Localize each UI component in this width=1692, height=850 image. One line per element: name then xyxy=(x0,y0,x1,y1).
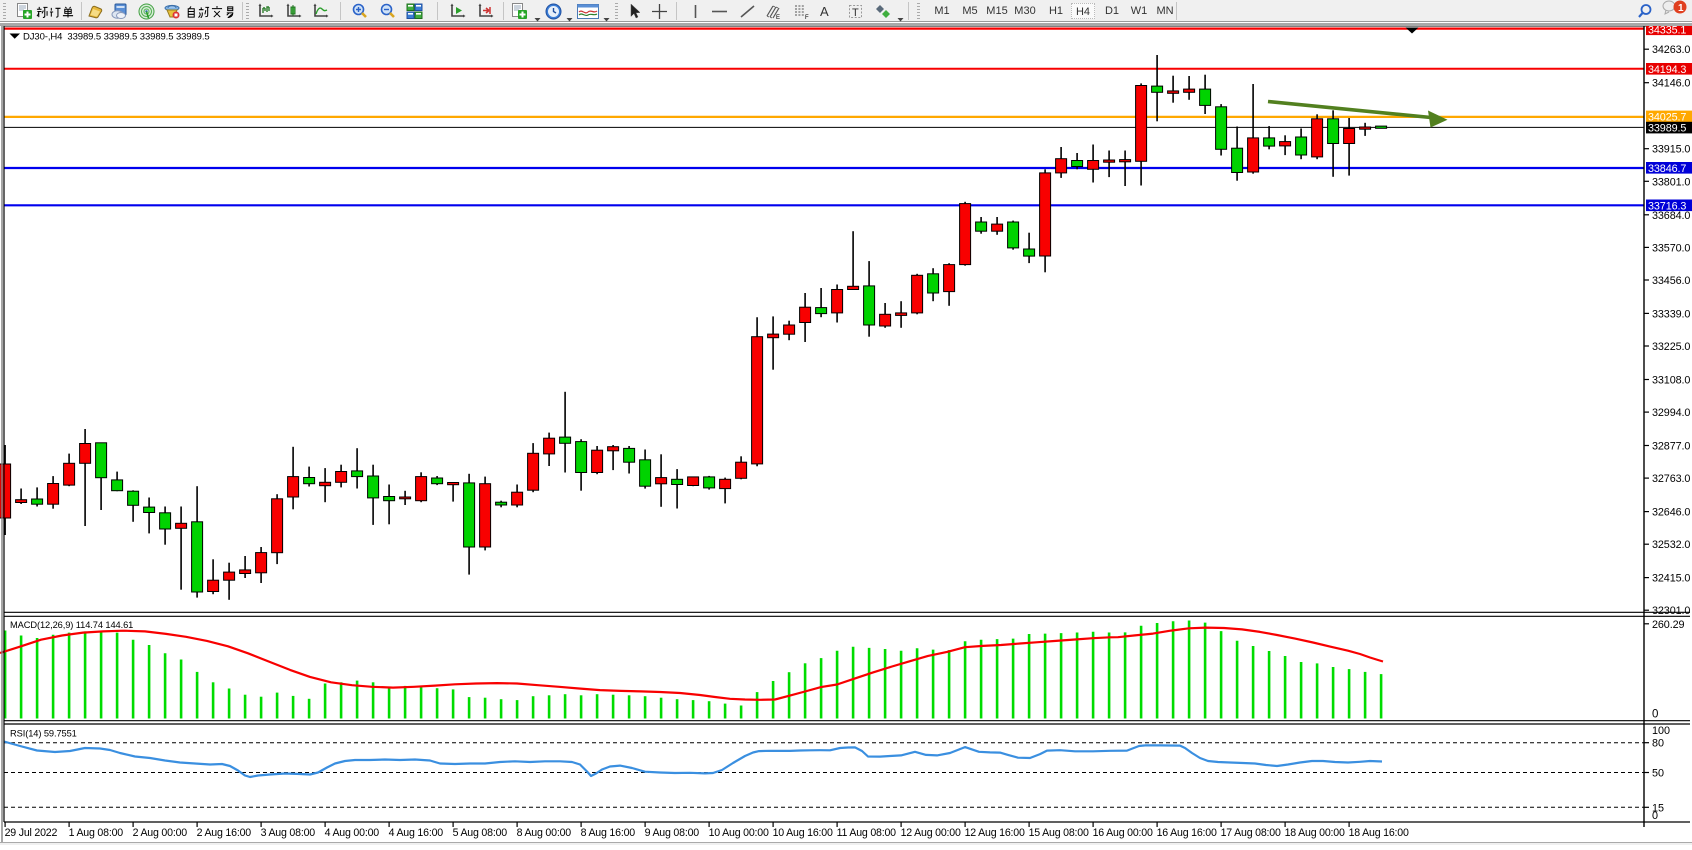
svg-text:33801.0: 33801.0 xyxy=(1652,176,1690,188)
svg-text:33716.3: 33716.3 xyxy=(1648,200,1686,212)
svg-text:16 Aug 16:00: 16 Aug 16:00 xyxy=(1157,827,1217,839)
svg-text:8 Aug 00:00: 8 Aug 00:00 xyxy=(517,827,572,839)
svg-text:F: F xyxy=(805,15,809,20)
svg-text:4 Aug 16:00: 4 Aug 16:00 xyxy=(389,827,444,839)
svg-text:33570.0: 33570.0 xyxy=(1652,242,1690,254)
svg-text:17 Aug 08:00: 17 Aug 08:00 xyxy=(1221,827,1281,839)
svg-text:34146.0: 34146.0 xyxy=(1652,78,1690,90)
svg-text:33915.0: 33915.0 xyxy=(1652,144,1690,156)
svg-text:34025.7: 34025.7 xyxy=(1648,111,1686,123)
svg-text:34194.3: 34194.3 xyxy=(1648,64,1686,76)
svg-text:33684.0: 33684.0 xyxy=(1652,210,1690,222)
svg-text:RSI(14) 59.7551: RSI(14) 59.7551 xyxy=(10,729,77,739)
svg-text:32994.0: 32994.0 xyxy=(1652,407,1690,419)
svg-text:29 Jul 2022: 29 Jul 2022 xyxy=(5,827,58,839)
svg-text:15 Aug 08:00: 15 Aug 08:00 xyxy=(1029,827,1089,839)
svg-text:12 Aug 00:00: 12 Aug 00:00 xyxy=(901,827,961,839)
svg-text:T: T xyxy=(852,7,859,19)
svg-text:33989.5: 33989.5 xyxy=(1648,123,1686,135)
svg-text:260.29: 260.29 xyxy=(1652,619,1685,631)
svg-text:32415.0: 32415.0 xyxy=(1652,573,1690,585)
svg-text:32646.0: 32646.0 xyxy=(1652,507,1690,519)
svg-text:8 Aug 16:00: 8 Aug 16:00 xyxy=(581,827,636,839)
svg-text:9 Aug 08:00: 9 Aug 08:00 xyxy=(645,827,700,839)
svg-text:32532.0: 32532.0 xyxy=(1652,539,1690,551)
svg-text:32301.0: 32301.0 xyxy=(1652,605,1690,617)
svg-text:4 Aug 00:00: 4 Aug 00:00 xyxy=(325,827,380,839)
svg-text:1: 1 xyxy=(1678,3,1684,14)
svg-text:80: 80 xyxy=(1652,738,1664,750)
svg-text:1 Aug 08:00: 1 Aug 08:00 xyxy=(69,827,124,839)
svg-text:15: 15 xyxy=(1652,802,1664,814)
svg-text:0: 0 xyxy=(1652,709,1658,721)
svg-text:18 Aug 16:00: 18 Aug 16:00 xyxy=(1349,827,1409,839)
svg-text:MACD(12,26,9) 114.74 144.61: MACD(12,26,9) 114.74 144.61 xyxy=(10,620,133,630)
svg-text:34263.0: 34263.0 xyxy=(1652,44,1690,56)
svg-text:33456.0: 33456.0 xyxy=(1652,275,1690,287)
svg-text:50: 50 xyxy=(1652,768,1664,780)
svg-text:5 Aug 08:00: 5 Aug 08:00 xyxy=(453,827,508,839)
svg-text:33846.7: 33846.7 xyxy=(1648,163,1686,175)
svg-text:E: E xyxy=(776,15,780,20)
svg-text:3 Aug 08:00: 3 Aug 08:00 xyxy=(261,827,316,839)
svg-text:11 Aug 08:00: 11 Aug 08:00 xyxy=(837,827,897,839)
svg-text:33108.0: 33108.0 xyxy=(1652,375,1690,387)
svg-text:2 Aug 00:00: 2 Aug 00:00 xyxy=(133,827,188,839)
svg-text:34335.1: 34335.1 xyxy=(1648,24,1686,36)
svg-text:33225.0: 33225.0 xyxy=(1652,341,1690,353)
svg-text:DJ30-,H4 33989.5 33989.5 3398: DJ30-,H4 33989.5 33989.5 33989.5 33989.5 xyxy=(23,32,210,43)
svg-text:32763.0: 32763.0 xyxy=(1652,473,1690,485)
svg-text:10 Aug 16:00: 10 Aug 16:00 xyxy=(773,827,833,839)
svg-text:0: 0 xyxy=(1652,810,1658,822)
svg-text:2 Aug 16:00: 2 Aug 16:00 xyxy=(197,827,252,839)
svg-text:33339.0: 33339.0 xyxy=(1652,308,1690,320)
svg-text:32877.0: 32877.0 xyxy=(1652,441,1690,453)
svg-text:100: 100 xyxy=(1652,725,1670,737)
svg-text:10 Aug 00:00: 10 Aug 00:00 xyxy=(709,827,769,839)
svg-text:18 Aug 00:00: 18 Aug 00:00 xyxy=(1285,827,1345,839)
svg-text:16 Aug 00:00: 16 Aug 00:00 xyxy=(1093,827,1153,839)
svg-text:12 Aug 16:00: 12 Aug 16:00 xyxy=(965,827,1025,839)
